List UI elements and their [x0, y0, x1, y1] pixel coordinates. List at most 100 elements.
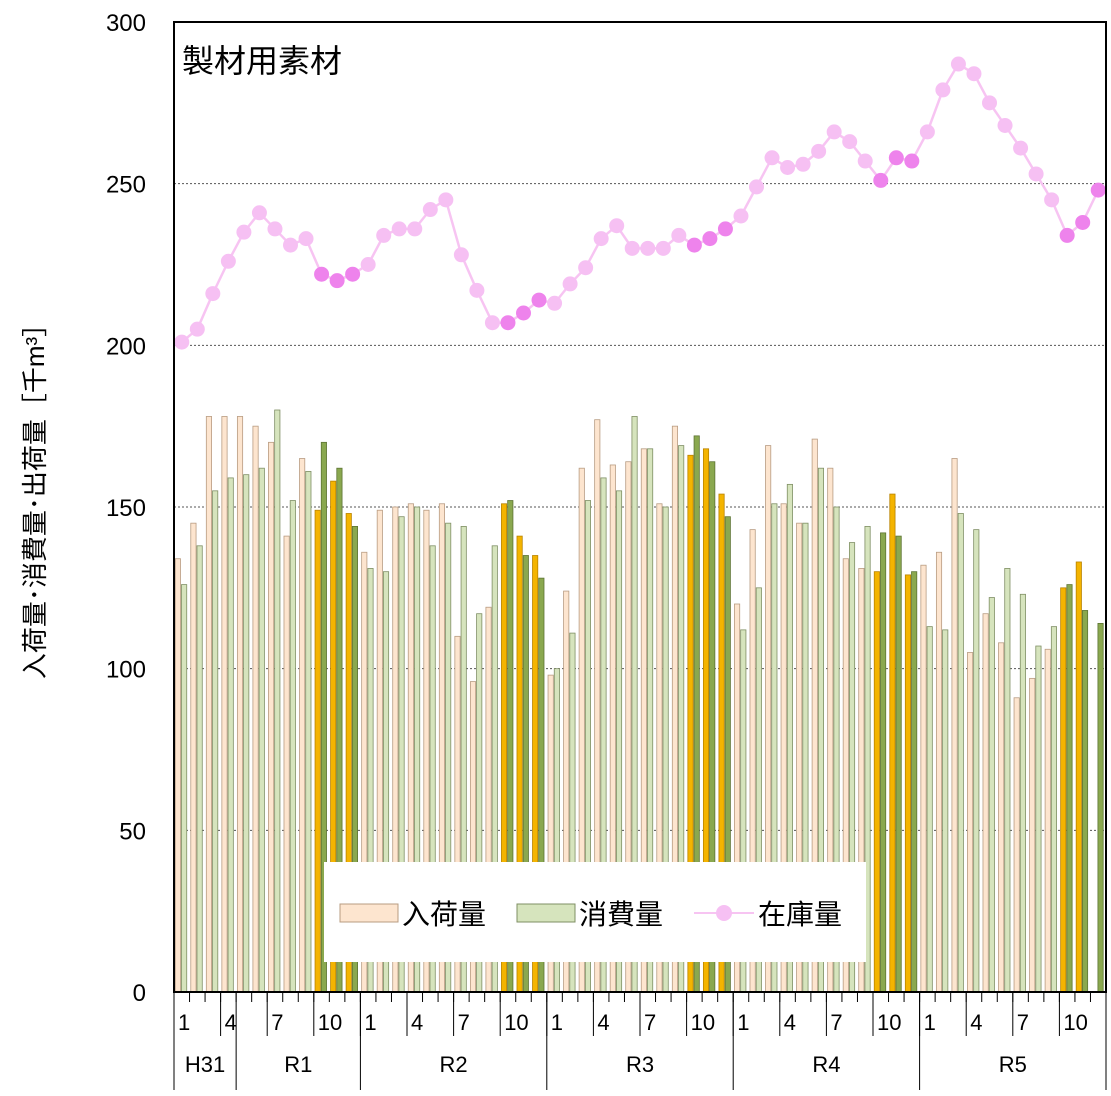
stock-point: [314, 266, 330, 282]
month-label: 1: [364, 1010, 376, 1035]
bar-consumption: [942, 629, 949, 993]
stock-point: [609, 218, 625, 234]
stock-point: [919, 124, 935, 140]
bar-arrival: [221, 416, 228, 993]
bar-arrival: [268, 441, 275, 993]
stock-point: [453, 247, 469, 263]
bar-consumption: [212, 490, 219, 993]
stock-point: [950, 56, 966, 72]
bar-consumption: [880, 532, 887, 993]
month-label: 4: [597, 1010, 609, 1035]
y-tick-label: 300: [106, 10, 146, 37]
y-tick-label: 200: [106, 333, 146, 360]
stock-point: [1044, 192, 1060, 208]
stock-point: [329, 273, 345, 289]
stock-point: [1059, 227, 1075, 243]
month-label: 7: [644, 1010, 656, 1035]
stock-point: [640, 240, 656, 256]
stock-point: [360, 257, 376, 272]
era-label: H31: [185, 1052, 225, 1077]
bar-arrival: [1044, 648, 1051, 993]
stock-point: [407, 221, 423, 237]
stock-point: [873, 172, 889, 188]
stock-point: [624, 240, 640, 256]
month-label: 4: [784, 1010, 796, 1035]
bar-arrival: [1075, 561, 1082, 993]
month-label: 10: [1063, 1010, 1087, 1035]
bar-arrival: [920, 564, 927, 993]
stock-line-series: [174, 56, 1106, 350]
stock-point: [251, 205, 267, 221]
bar-arrival: [967, 652, 974, 993]
legend: 入荷量 消費量 在庫量: [324, 862, 866, 962]
stock-point: [516, 305, 531, 321]
bar-arrival: [174, 558, 181, 993]
bar-consumption: [1097, 623, 1104, 993]
bar-arrival: [951, 458, 958, 993]
bar-consumption: [289, 500, 296, 993]
stock-point: [1090, 182, 1106, 198]
month-label: 1: [551, 1010, 563, 1035]
y-axis-label: 入荷量･消費量･出荷量［千m³］: [20, 311, 50, 679]
stock-point: [966, 66, 982, 82]
stock-point: [283, 237, 298, 253]
stock-point: [935, 82, 951, 98]
x-axis: 1 4 7 10 1 4 7 10 1 4 7 10 1 4 7 10 1 4 7 10 H31 R1 R2 R3 R4 R5: [173, 992, 1107, 1090]
stock-point: [888, 150, 904, 166]
bar-arrival: [873, 571, 880, 993]
era-label: R3: [626, 1052, 654, 1077]
stock-point: [345, 266, 361, 282]
bar-arrival: [1060, 587, 1067, 993]
bar-consumption: [1066, 584, 1073, 993]
era-label: R2: [440, 1052, 468, 1077]
stock-point: [686, 237, 702, 253]
bar-consumption: [274, 409, 281, 993]
stock-point: [811, 143, 827, 159]
month-label: 7: [1017, 1010, 1029, 1035]
month-label: 1: [737, 1010, 749, 1035]
stock-point: [391, 221, 407, 237]
bar-series: [174, 409, 1104, 993]
bar-consumption: [926, 626, 933, 993]
legend-box: [324, 862, 866, 962]
bar-consumption: [227, 477, 234, 993]
stock-point: [780, 160, 796, 175]
y-axis-ticks: 0 50 100 150 200 250 300: [106, 10, 146, 1007]
bar-arrival: [889, 493, 896, 993]
month-label: 7: [830, 1010, 842, 1035]
stock-point: [220, 253, 236, 269]
legend-swatch-consumption: [516, 903, 576, 923]
stock-point: [189, 321, 205, 337]
stock-line: [180, 62, 1100, 344]
bar-consumption: [1004, 568, 1011, 993]
month-label: 1: [178, 1010, 190, 1035]
stock-point: [236, 224, 252, 240]
stock-point: [174, 334, 190, 350]
stock-point: [376, 227, 392, 243]
legend-swatch-stock-marker: [716, 905, 732, 921]
month-label: 10: [877, 1010, 901, 1035]
stock-point: [1013, 140, 1029, 156]
legend-label-stock: 在庫量: [758, 899, 842, 930]
stock-point: [593, 231, 609, 247]
stock-point: [562, 276, 578, 292]
month-label: 7: [458, 1010, 470, 1035]
bar-consumption: [258, 467, 265, 993]
bar-consumption: [1035, 645, 1042, 993]
era-label: R4: [812, 1052, 840, 1077]
month-label: 4: [225, 1010, 237, 1035]
stock-point: [842, 134, 858, 150]
month-label: 10: [691, 1010, 715, 1035]
grid-lines: [174, 183, 1106, 831]
stock-point: [547, 295, 563, 311]
month-label: 10: [318, 1010, 342, 1035]
y-tick-label: 100: [106, 657, 146, 684]
month-label: 10: [504, 1010, 528, 1035]
y-tick-label: 250: [106, 172, 146, 199]
stock-point: [531, 292, 547, 308]
legend-label-arrival: 入荷量: [402, 899, 486, 930]
bar-arrival: [935, 551, 943, 993]
era-label: R5: [999, 1052, 1027, 1077]
month-label: 4: [411, 1010, 423, 1035]
